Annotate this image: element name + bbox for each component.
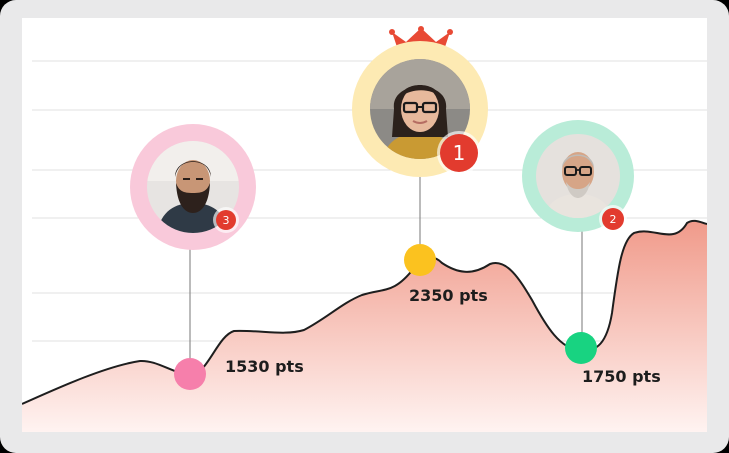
points-label-rank-1: 2350 pts (409, 286, 488, 305)
rank-badge-1: 1 (440, 134, 478, 172)
marker-rank-3[interactable] (174, 358, 206, 390)
points-area-chart (22, 60, 707, 432)
woman-with-glasses-avatar (370, 59, 470, 159)
rank-badge-3: 3 (216, 210, 236, 230)
rank-number: 3 (222, 213, 230, 227)
gray-haired-man-avatar (536, 134, 620, 218)
bearded-man-avatar (147, 141, 239, 233)
rank-number: 2 (609, 212, 617, 226)
avatar-ring-rank-1[interactable]: 1 (352, 41, 488, 177)
avatar-ring-rank-3[interactable]: 3 (130, 124, 256, 250)
points-label-rank-3: 1530 pts (225, 357, 304, 376)
points-label-rank-2: 1750 pts (582, 367, 661, 386)
marker-rank-2[interactable] (565, 332, 597, 364)
avatar-ring-rank-2[interactable]: 2 (522, 120, 634, 232)
chart-panel: 3 (22, 18, 707, 432)
points-area (22, 220, 707, 432)
marker-rank-1[interactable] (404, 244, 436, 276)
rank-badge-2: 2 (602, 208, 624, 230)
rank-number: 1 (452, 141, 466, 165)
